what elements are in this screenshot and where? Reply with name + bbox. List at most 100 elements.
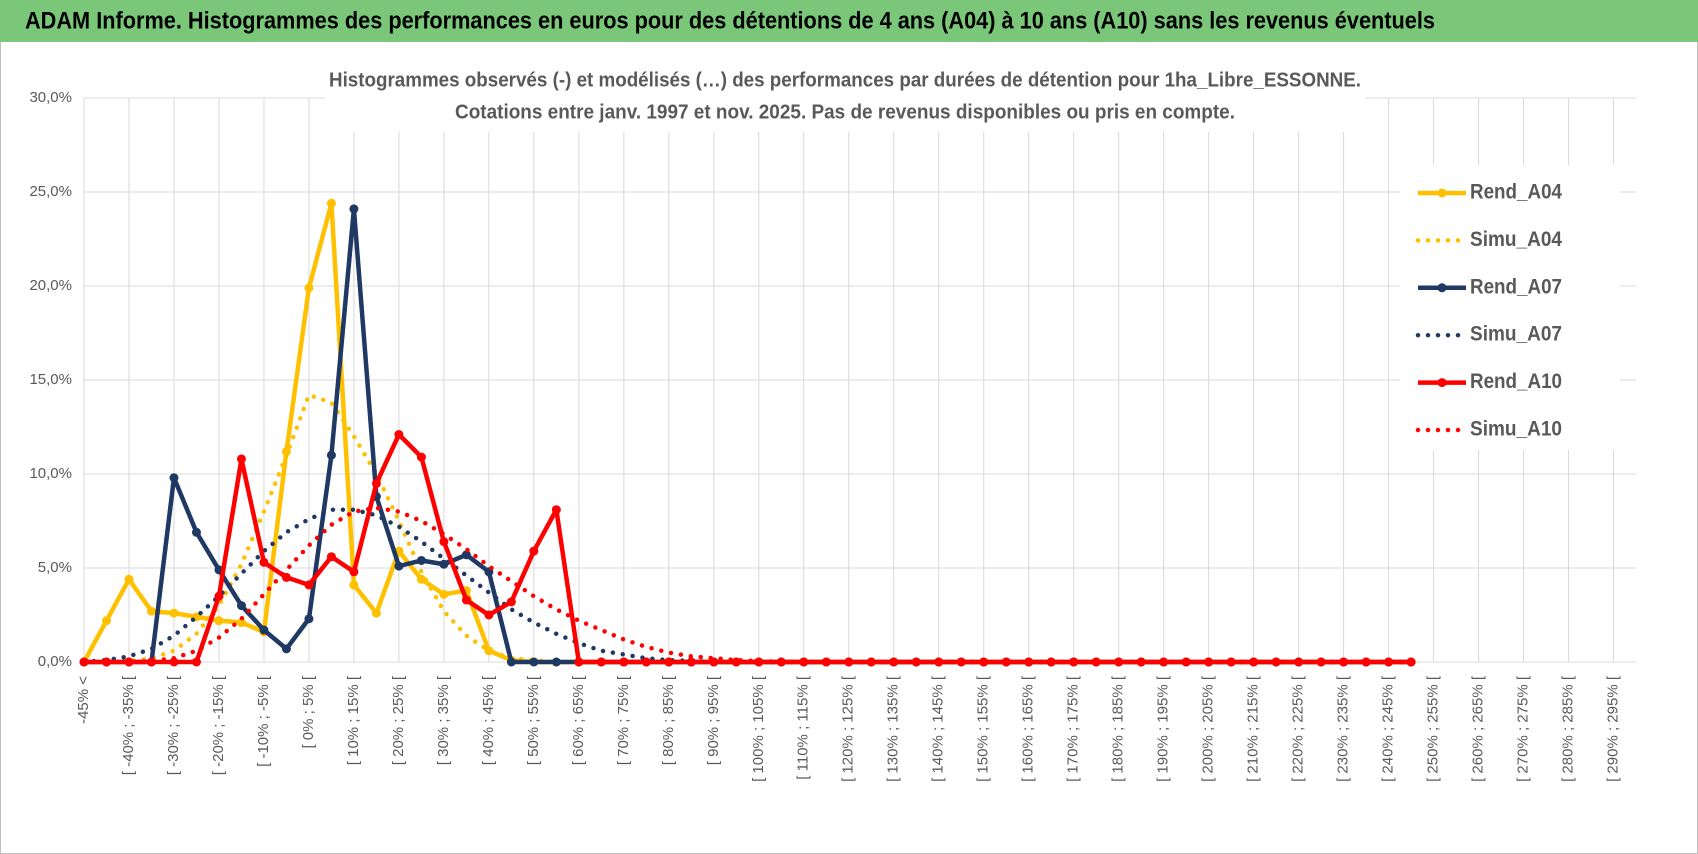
legend-label: Simu_A10 <box>1470 418 1562 441</box>
data-point <box>169 473 179 483</box>
x-tick-label: [ 50% ; 55% [ <box>525 675 542 765</box>
x-tick-label: -45% < <box>75 676 92 724</box>
series-line <box>81 505 1414 665</box>
data-point <box>506 657 516 667</box>
data-point <box>101 657 111 667</box>
data-point <box>686 657 696 667</box>
data-point <box>124 574 134 584</box>
y-tick-label: 0,0% <box>38 653 72 670</box>
x-tick-label: [ 180% ; 185% [ <box>1110 675 1127 782</box>
data-point <box>394 561 404 571</box>
data-point <box>484 610 494 620</box>
data-point <box>979 657 989 667</box>
data-point <box>326 450 336 460</box>
data-point <box>1001 657 1011 667</box>
data-point <box>191 657 201 667</box>
data-point <box>551 505 561 515</box>
x-tick-label: [ 150% ; 155% [ <box>975 675 992 782</box>
data-point <box>416 574 426 584</box>
data-point <box>214 591 224 601</box>
x-tick-label: [ 230% ; 235% [ <box>1335 675 1352 782</box>
data-point <box>371 608 381 618</box>
x-tick-label: [ 120% ; 125% [ <box>840 675 857 782</box>
x-tick-label: [ 100% ; 105% [ <box>750 675 767 782</box>
legend-marker <box>1437 188 1447 198</box>
chart-title: Histogrammes observés (-) et modélisés (… <box>329 69 1361 91</box>
data-point <box>349 580 359 590</box>
data-point <box>461 550 471 560</box>
data-point <box>146 606 156 616</box>
data-point <box>439 537 449 547</box>
legend: Rend_A04 Simu_A04 Rend_A07 Simu_A07 Rend_A10… <box>1400 165 1620 450</box>
data-point <box>191 527 201 537</box>
data-point <box>371 478 381 488</box>
data-point <box>259 557 269 567</box>
x-tick-label: [ 10% ; 15% [ <box>345 675 362 765</box>
plot <box>79 198 1416 667</box>
data-point <box>259 625 269 635</box>
x-tick-label: [ 240% ; 245% [ <box>1380 675 1397 782</box>
x-tick-label: [ 290% ; 295% [ <box>1604 675 1621 782</box>
data-point <box>101 616 111 626</box>
legend-marker <box>1437 378 1447 388</box>
data-point <box>304 283 314 293</box>
data-point <box>439 589 449 599</box>
data-point <box>1181 657 1191 667</box>
data-point <box>236 618 246 628</box>
grid: 0,0% 5,0% 10,0% 15,0% 20,0% 25,0% 30,0% -45% < [… <box>29 89 1636 782</box>
data-point <box>619 657 629 667</box>
y-tick-label: 5,0% <box>38 559 72 576</box>
data-point <box>326 552 336 562</box>
x-tick-label: [ 70% ; 75% [ <box>615 675 632 765</box>
x-tick-label: [ 200% ; 205% [ <box>1200 675 1217 782</box>
data-point <box>416 452 426 462</box>
x-tick-label: [ 170% ; 175% [ <box>1065 675 1082 782</box>
data-point <box>169 608 179 618</box>
x-tick-label: [ 190% ; 195% [ <box>1155 675 1172 782</box>
data-point <box>1271 657 1281 667</box>
data-point <box>304 580 314 590</box>
y-tick-label: 25,0% <box>29 183 72 200</box>
x-tick-label: [ 60% ; 65% [ <box>570 675 587 765</box>
data-point <box>169 657 179 667</box>
x-tick-label: [ 210% ; 215% [ <box>1245 675 1262 782</box>
data-point <box>236 454 246 464</box>
title-bar <box>0 0 1698 42</box>
x-tick-label: [ 40% ; 45% [ <box>480 675 497 765</box>
x-tick-label: [ 280% ; 285% [ <box>1559 675 1576 782</box>
data-point <box>596 657 606 667</box>
data-point <box>641 657 651 667</box>
data-point <box>281 446 291 456</box>
x-tick-label: [ 30% ; 35% [ <box>435 675 452 765</box>
legend-label: Rend_A07 <box>1470 275 1562 298</box>
legend-label: Rend_A04 <box>1470 181 1562 204</box>
x-tick-label: [ 140% ; 145% [ <box>930 675 947 782</box>
data-point <box>799 657 809 667</box>
data-point <box>394 430 404 440</box>
data-point <box>889 657 899 667</box>
data-point <box>1069 657 1079 667</box>
data-point <box>214 616 224 626</box>
data-point <box>349 204 359 214</box>
y-tick-label: 15,0% <box>29 371 72 388</box>
data-point <box>911 657 921 667</box>
x-tick-label: [ 220% ; 225% [ <box>1290 675 1307 782</box>
x-tick-label: [ 0% ; 5% [ <box>300 675 317 748</box>
data-point <box>664 657 674 667</box>
data-point <box>1159 657 1169 667</box>
x-tick-label: [ -30% ; -25% [ <box>165 675 182 775</box>
x-tick-label: [ 80% ; 85% [ <box>660 675 677 765</box>
chart-subtitle: Cotations entre janv. 1997 et nov. 2025.… <box>455 101 1235 123</box>
data-point <box>1361 657 1371 667</box>
legend-marker <box>1437 283 1447 293</box>
data-point <box>529 546 539 556</box>
x-tick-label: [ 90% ; 95% [ <box>705 675 722 765</box>
x-tick-label: [ -40% ; -35% [ <box>120 675 137 775</box>
x-tick-label: [ -10% ; -5% [ <box>255 675 272 767</box>
data-point <box>416 555 426 565</box>
data-point <box>124 657 134 667</box>
data-point <box>821 657 831 667</box>
data-point <box>1249 657 1259 667</box>
legend-box <box>1400 165 1620 450</box>
data-point <box>349 567 359 577</box>
